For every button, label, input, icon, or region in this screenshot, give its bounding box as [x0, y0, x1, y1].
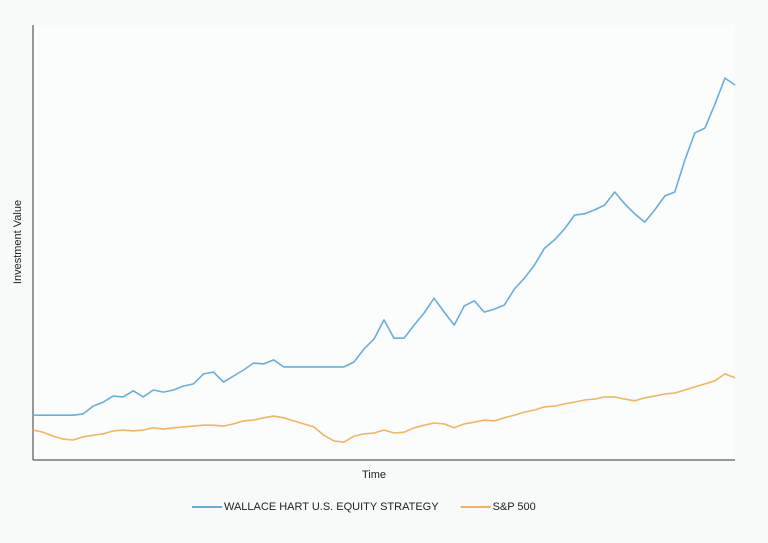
legend-label: WALLACE HART U.S. EQUITY STRATEGY: [224, 501, 439, 513]
y-axis-label: Investment Value: [12, 200, 24, 284]
plot-area: [33, 25, 735, 460]
legend-label: S&P 500: [493, 501, 536, 513]
legend: WALLACE HART U.S. EQUITY STRATEGY S&P 500: [192, 501, 536, 513]
series-line: [33, 77, 736, 416]
series-line: [32, 373, 736, 443]
x-axis-label: Time: [362, 469, 386, 481]
